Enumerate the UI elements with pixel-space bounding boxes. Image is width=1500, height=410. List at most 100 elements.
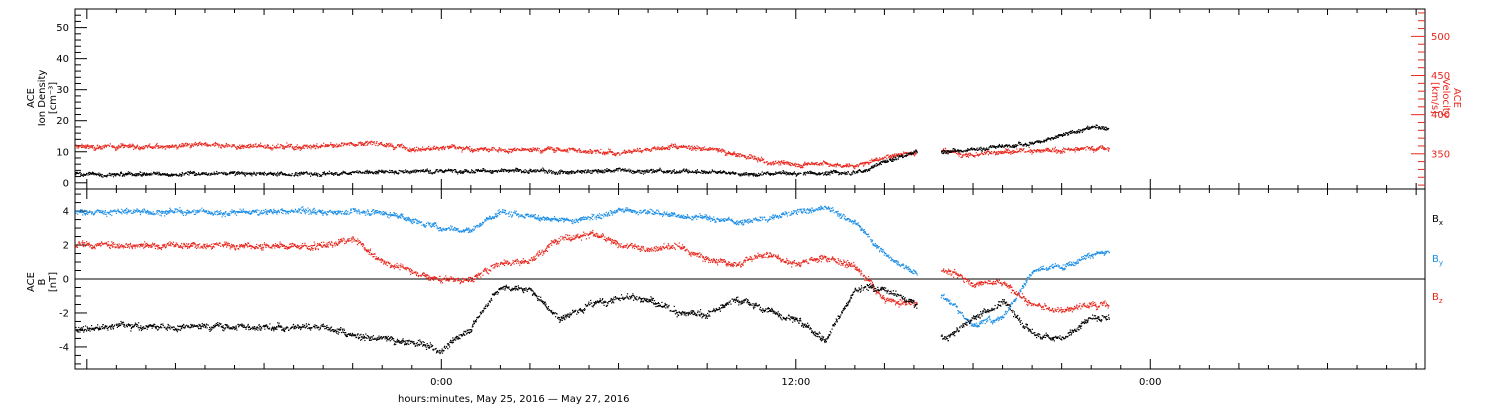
velocity-series-point [437,146,439,148]
velocity-series-point [604,154,606,156]
density-series-point [901,155,903,157]
density-series-point [295,172,297,174]
density-series-point [1067,132,1069,134]
density-series-point [477,169,479,171]
velocity-series-point [553,151,555,153]
velocity-series-point [667,148,669,150]
velocity-series-point [412,148,414,150]
density-series-point [834,171,836,174]
density-series-point [1054,137,1056,139]
density-series-point [365,170,367,172]
density-series-point [349,173,351,175]
velocity-series-point [350,142,352,144]
velocity-series-point [867,161,869,164]
density-series-point [1016,144,1018,146]
density-series-point [839,172,841,174]
density-series-point [996,146,998,148]
density-series-point [872,165,874,167]
density-series-point [1027,144,1029,146]
velocity-series-point [220,147,222,149]
density-series-point [1032,143,1034,145]
velocity-series-point [408,149,410,151]
velocity-series-point [579,152,581,154]
velocity-series-point [789,163,791,165]
density-series-point [1095,127,1097,129]
density-series-point [232,171,234,173]
velocity-series-point [893,155,895,157]
by-series-point [178,210,181,212]
density-series-point [704,172,706,174]
velocity-series-point [868,163,870,165]
density-series-point [705,170,707,173]
velocity-series-point [759,158,761,160]
velocity-series-point [272,148,274,150]
density-series-point [1067,134,1069,136]
velocity-series-point [181,145,183,147]
velocity-series-point [94,146,96,148]
velocity-series-point [232,145,234,147]
density-series-point [157,172,159,174]
velocity-series-point [797,165,799,167]
density-series-point [752,175,754,177]
velocity-series-point [682,144,685,147]
velocity-series-point [667,145,669,147]
velocity-series-point [99,146,101,148]
velocity-series-point [835,165,837,167]
velocity-series-point [841,166,843,168]
density-series-point [262,172,264,174]
density-series-point [602,172,604,174]
velocity-series-point [86,145,88,147]
density-series-point [580,171,582,173]
density-series-point [115,175,117,177]
density-series-point [439,170,441,172]
density-series-point [672,170,674,172]
velocity-series-point [439,147,441,149]
density-series-point [445,170,447,172]
density-series-point [868,168,870,170]
density-series-point [985,148,987,150]
velocity-series-point [709,146,711,149]
by-series-point [136,211,138,213]
density-series-point [286,174,288,176]
density-series-point [468,171,470,173]
density-series-point [75,174,77,176]
velocity-series-point [233,144,235,146]
density-series-point [1076,130,1078,132]
density-series-point [985,149,987,151]
density-series-point [384,172,386,174]
density-series-point [819,172,821,174]
density-series-point [394,171,396,173]
density-series-point [669,170,671,172]
by-series-point [147,213,149,215]
density-series-point [114,173,116,175]
velocity-series-point [576,150,578,152]
by-series-point [197,211,199,213]
b-y-tick-label: 2 [63,241,69,252]
velocity-series-point [134,146,137,148]
velocity-series-point [349,142,351,144]
velocity-series-point [143,148,145,150]
density-series-point [304,172,306,174]
density-series-point [673,169,675,171]
density-series-point [979,147,981,149]
velocity-series-point [909,154,911,156]
density-series-point [833,170,835,172]
velocity-series-point [1068,148,1070,150]
density-series-point [492,170,495,172]
density-series-point [892,160,894,162]
velocity-series-point [293,148,295,150]
velocity-series-point [277,143,279,145]
by-series-point [88,211,90,213]
density-series-point [188,171,190,173]
density-series-point [329,172,331,174]
density-series-point [118,174,120,176]
velocity-series-point [169,146,171,149]
velocity-series-point [1029,149,1031,151]
velocity-series-point [681,146,683,148]
velocity-series-point [882,157,884,159]
density-series-point [620,170,622,172]
velocity-series-point [730,153,732,156]
velocity-series-point [692,147,694,149]
velocity-series-point [147,147,149,149]
velocity-series-point [90,146,92,148]
